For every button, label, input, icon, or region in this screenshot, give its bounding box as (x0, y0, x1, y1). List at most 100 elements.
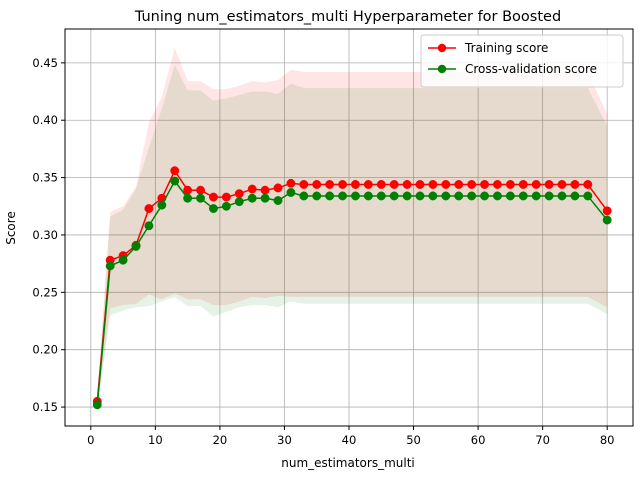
data-point (480, 180, 489, 189)
data-point (299, 180, 309, 189)
data-point (247, 193, 257, 203)
data-point (286, 188, 296, 197)
data-point (234, 189, 244, 199)
data-point (157, 200, 167, 210)
y-tick-label: 0.45 (32, 56, 58, 70)
x-tick-label: 60 (471, 433, 486, 447)
data-point (531, 180, 541, 189)
data-point (299, 191, 309, 201)
y-axis-label: Score (4, 211, 18, 245)
x-tick-label: 20 (213, 433, 228, 447)
data-point (531, 191, 541, 201)
data-point (312, 191, 322, 201)
x-tick-label: 80 (600, 433, 615, 447)
plot-area (61, 28, 634, 430)
data-point (209, 204, 218, 214)
data-point (518, 180, 528, 189)
series-line-1 (96, 169, 608, 402)
data-point (273, 183, 283, 193)
data-point (221, 192, 231, 202)
data-point (351, 191, 360, 201)
data-point (260, 185, 270, 195)
y-tick-label: 0.15 (32, 400, 58, 414)
data-point (389, 180, 399, 189)
legend-box (420, 34, 624, 88)
data-point (454, 180, 464, 189)
x-tick-label: 30 (277, 433, 292, 447)
data-point (144, 204, 154, 214)
data-point (428, 191, 438, 201)
data-point (480, 191, 489, 201)
x-tick-label: 0 (87, 433, 94, 447)
data-point (441, 180, 451, 189)
data-point (312, 180, 322, 189)
data-point (196, 185, 205, 195)
data-point (118, 255, 128, 265)
data-point (493, 180, 502, 189)
data-point (183, 193, 193, 203)
confidence-band-2 (97, 65, 608, 410)
data-point (92, 400, 102, 410)
data-point (415, 180, 425, 189)
data-point (209, 192, 218, 202)
data-point (505, 180, 515, 189)
confidence-band-1 (97, 47, 608, 408)
data-point (376, 180, 386, 189)
data-point (351, 180, 360, 189)
chart-title: Tuning num_estimators_multi Hyperparamet… (134, 9, 561, 25)
data-point (260, 193, 270, 203)
data-point (170, 176, 180, 186)
data-point (234, 197, 244, 207)
series-line-2 (96, 179, 608, 405)
data-point (602, 215, 612, 225)
legend-marker-2 (437, 64, 447, 74)
x-tick-label: 40 (342, 433, 357, 447)
data-point (325, 180, 335, 189)
data-point (505, 191, 515, 201)
data-point (286, 178, 296, 188)
x-tick-label: 70 (535, 433, 550, 447)
data-point (415, 191, 425, 201)
data-point (544, 180, 554, 189)
data-point (441, 191, 451, 201)
y-tick-label: 0.40 (32, 113, 58, 127)
data-point (144, 221, 154, 231)
data-point (389, 191, 399, 201)
data-point (363, 180, 373, 189)
data-point (196, 193, 205, 203)
data-point (570, 180, 580, 189)
legend: Training score Cross-validation score (420, 34, 624, 88)
data-point (557, 191, 567, 201)
legend-label-1: Training score (464, 41, 548, 55)
data-point (454, 191, 464, 201)
y-tick-label: 0.25 (32, 285, 58, 299)
data-point (105, 261, 115, 271)
legend-label-2: Cross-validation score (465, 62, 597, 76)
data-point (221, 201, 231, 211)
data-point (363, 191, 373, 201)
data-point (325, 191, 335, 201)
y-tick-label: 0.30 (32, 228, 58, 242)
x-tick-label: 50 (406, 433, 421, 447)
data-point (544, 191, 554, 201)
data-point (557, 180, 567, 189)
data-point (338, 180, 347, 189)
data-point (583, 180, 593, 189)
data-point (518, 191, 528, 201)
data-point (402, 191, 412, 201)
legend-marker-1 (437, 43, 447, 53)
x-tick-label: 10 (148, 433, 163, 447)
data-point (467, 191, 477, 201)
data-point (428, 180, 438, 189)
data-point (602, 206, 612, 216)
x-axis-label: num_estimators_multi (281, 456, 415, 470)
data-point (131, 241, 141, 251)
data-point (493, 191, 502, 201)
data-point (273, 196, 283, 205)
data-point (376, 191, 386, 201)
data-point (338, 191, 347, 201)
data-point (170, 166, 180, 176)
data-point (467, 180, 477, 189)
data-point (570, 191, 580, 201)
